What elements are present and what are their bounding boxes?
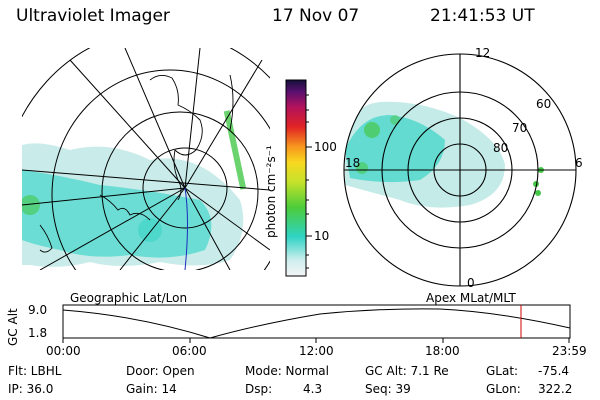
- mlt-label-12: 12: [475, 46, 491, 60]
- status-glon-label: GLon:: [486, 382, 521, 396]
- status-gc-altitude: GC Alt: 7.1 Re: [365, 364, 449, 378]
- colorbar-tick-10: 10: [314, 229, 330, 243]
- colorbar-tick-100: 100: [314, 140, 337, 154]
- status-gain: Gain: 14: [126, 382, 177, 396]
- mlt-label-6: 6: [575, 156, 583, 170]
- status-glon-value: 322.2: [538, 382, 573, 396]
- observation-date: 17 Nov 07: [272, 6, 360, 26]
- status-dsp-value: 4.3: [303, 382, 323, 396]
- status-glat-value: -75.4: [538, 364, 570, 378]
- geographic-map: [22, 48, 270, 270]
- timeline-x-tick-1800: 18:00: [425, 344, 460, 358]
- polar-plot: [343, 53, 577, 287]
- colorbar-unit-label: photon cm⁻²s⁻¹: [264, 145, 278, 238]
- status-sequence: Seq: 39: [365, 382, 411, 396]
- lat-label-60: 60: [536, 97, 552, 111]
- timeline-x-tick-0600: 06:00: [172, 344, 207, 358]
- lat-label-80: 80: [493, 141, 509, 155]
- timeline-x-tick-2359: 23:59: [552, 344, 587, 358]
- status-glat-label: GLat:: [486, 364, 519, 378]
- status-door: Door: Open: [126, 364, 195, 378]
- timeline-left-label: Geographic Lat/Lon: [70, 291, 188, 305]
- status-ip: IP: 36.0: [8, 382, 54, 396]
- colorbar: [285, 79, 312, 277]
- observation-time: 21:41:53 UT: [430, 6, 535, 26]
- instrument-title: Ultraviolet Imager: [16, 6, 170, 26]
- mlt-label-0: 0: [467, 276, 475, 290]
- timeline-y-tick-9: 9.0: [28, 303, 48, 317]
- timeline-y-axis-label: GC Alt: [6, 308, 20, 346]
- timeline-x-tick-1200: 12:00: [299, 344, 334, 358]
- timeline-x-tick-0000: 00:00: [46, 344, 81, 358]
- status-dsp-label: Dsp:: [245, 382, 273, 396]
- lat-label-70: 70: [512, 121, 528, 135]
- status-mode: Mode: Normal: [245, 364, 329, 378]
- altitude-timeline: [62, 304, 571, 343]
- status-filter: Flt: LBHL: [8, 364, 62, 378]
- timeline-right-label: Apex MLat/MLT: [426, 291, 516, 305]
- timeline-y-tick-1-8: 1.8: [28, 326, 48, 340]
- mlt-label-18: 18: [345, 156, 361, 170]
